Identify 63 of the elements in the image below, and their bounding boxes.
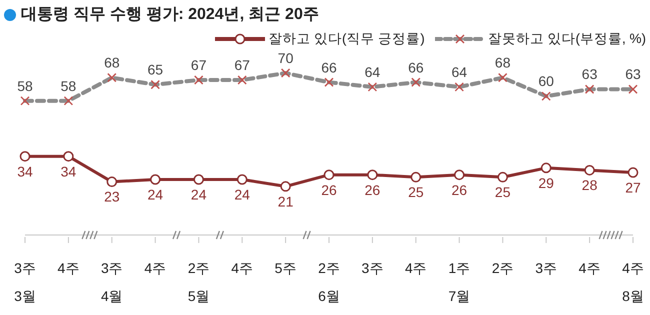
data-label: 66: [321, 59, 337, 76]
point: [497, 172, 508, 182]
data-label: 64: [364, 64, 380, 80]
point: [150, 174, 161, 185]
data-label: 25: [408, 184, 424, 200]
point: [454, 170, 465, 180]
x-tick-label: 3주 3월: [14, 260, 36, 304]
data-label: 26: [364, 182, 380, 198]
x-tick-label: 4주: [144, 260, 166, 276]
data-label: 67: [234, 56, 250, 73]
point: [540, 162, 552, 174]
data-label: 68: [104, 54, 120, 71]
data-label: 24: [234, 186, 250, 202]
data-label: 60: [538, 73, 554, 90]
x-tick-label: 3주: [362, 260, 384, 276]
point: [106, 176, 118, 188]
x-tick-label: 1주 7월: [448, 260, 470, 304]
data-label: 68: [494, 54, 511, 71]
data-label: 63: [582, 66, 598, 82]
point: [367, 170, 378, 180]
data-label: 27: [625, 179, 641, 196]
x-tick-label: 4주: [404, 260, 427, 276]
data-label: 66: [408, 59, 424, 76]
legend-label: 잘못하고 있다(부정률, %): [486, 30, 646, 48]
data-label: 24: [147, 186, 164, 202]
data-label: 21: [278, 193, 294, 210]
x-tick-label: 4주: [58, 260, 80, 276]
data-label: 24: [190, 186, 207, 202]
data-label: 58: [17, 78, 33, 94]
data-label: 28: [582, 177, 598, 194]
data-label: 29: [538, 174, 554, 191]
x-tick-label: 4주: [578, 260, 600, 276]
point: [236, 174, 248, 185]
data-label: 58: [60, 78, 76, 94]
data-label: 25: [494, 184, 511, 200]
data-label: 70: [278, 50, 294, 66]
x-tick-label: 3주: [535, 260, 558, 276]
point: [324, 170, 334, 180]
point: [410, 172, 422, 182]
x-tick-label: 2주 5월: [188, 260, 210, 304]
data-label: 34: [60, 163, 76, 180]
x-tick-label: 2주 6월: [318, 260, 340, 304]
x-tick-label: 4주 8월: [622, 260, 644, 304]
data-label: 63: [625, 66, 641, 82]
data-label: 64: [451, 64, 468, 80]
point: [280, 181, 291, 192]
legend-label: 잘하고 있다(직무 긍정률): [267, 30, 425, 48]
data-label: 34: [17, 163, 33, 180]
point: [628, 167, 638, 178]
point: [20, 151, 30, 162]
data-label: 65: [147, 62, 164, 78]
data-label: 26: [451, 182, 468, 198]
point: [584, 164, 595, 176]
x-tick-label: 4주: [231, 260, 254, 276]
data-label: 67: [190, 56, 207, 73]
data-label: 23: [104, 188, 120, 205]
point: [193, 174, 204, 185]
x-tick-label: 3주 4월: [100, 260, 123, 304]
data-label: 26: [321, 182, 337, 198]
x-tick-label: 2주: [492, 260, 514, 276]
chart-title: 대통령 직무 수행 평가: 2024년, 최근 20주: [21, 5, 319, 25]
x-tick-label: 5주: [274, 260, 296, 276]
point: [63, 151, 74, 162]
